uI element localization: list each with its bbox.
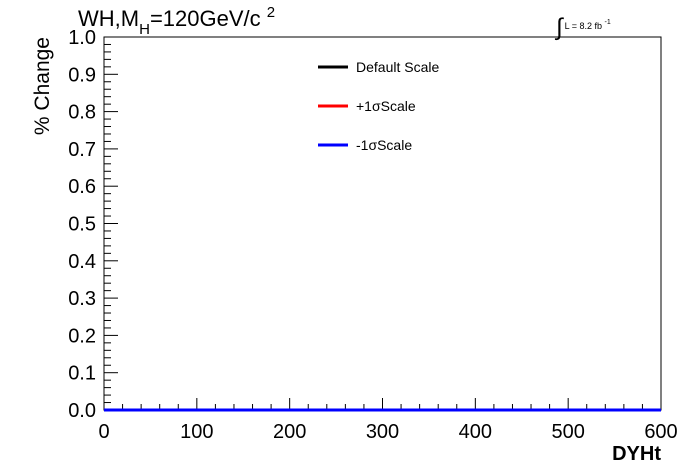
x-axis-label: DYHt	[612, 443, 661, 465]
y-tick-label: 0.9	[68, 64, 96, 86]
y-tick-label: 0.1	[68, 363, 96, 385]
luminosity-text: L = 8.2 fb	[564, 21, 603, 31]
x-tick-label: 200	[273, 421, 306, 443]
legend-label: +1σScale	[356, 98, 416, 114]
title-value: =120GeV/c	[149, 6, 261, 31]
y-tick-label: 0.2	[68, 325, 96, 347]
legend-label: -1σScale	[356, 137, 412, 153]
luminosity-label: ∫ L = 8.2 fb -1	[556, 8, 611, 41]
y-tick-label: 0.4	[68, 251, 96, 273]
y-tick-label: 0.7	[68, 139, 96, 161]
y-axis-label: % Change	[31, 37, 54, 135]
x-tick-label: 100	[180, 421, 213, 443]
title-base: WH,M	[78, 6, 140, 31]
y-tick-label: 0.8	[68, 102, 96, 124]
y-tick-label: 0.5	[68, 214, 96, 236]
x-tick-label: 500	[551, 421, 584, 443]
integral-symbol: ∫	[556, 14, 563, 41]
x-tick-label: 300	[366, 421, 399, 443]
x-tick-label: 600	[644, 421, 677, 443]
x-tick-label: 400	[459, 421, 492, 443]
luminosity-superscript: -1	[604, 19, 611, 26]
y-tick-label: 1.0	[68, 27, 96, 49]
y-tick-label: 0.3	[68, 288, 96, 310]
chart-title: WH,MH=120GeV/c 2	[78, 4, 276, 38]
legend-label: Default Scale	[356, 59, 439, 75]
y-tick-label: 0.6	[68, 176, 96, 198]
plot-frame	[103, 36, 662, 411]
title-superscript: 2	[266, 4, 276, 21]
x-tick-label: 0	[98, 421, 109, 443]
title-subscript: H	[139, 21, 150, 38]
y-tick-label: 0.0	[68, 400, 96, 422]
